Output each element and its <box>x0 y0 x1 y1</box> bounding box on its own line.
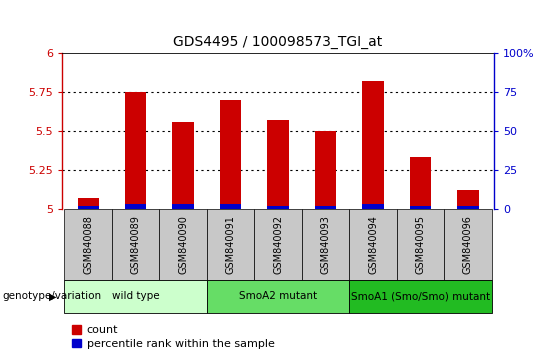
Bar <box>349 209 397 280</box>
Title: GDS4495 / 100098573_TGI_at: GDS4495 / 100098573_TGI_at <box>173 35 383 49</box>
Bar <box>207 280 349 313</box>
Text: SmoA1 (Smo/Smo) mutant: SmoA1 (Smo/Smo) mutant <box>351 291 490 302</box>
Text: GSM840092: GSM840092 <box>273 215 283 274</box>
Bar <box>457 206 478 209</box>
Bar <box>349 280 492 313</box>
Legend: count, percentile rank within the sample: count, percentile rank within the sample <box>68 321 279 353</box>
Bar <box>172 122 194 209</box>
Text: ▶: ▶ <box>49 291 56 302</box>
Text: wild type: wild type <box>112 291 159 302</box>
Bar <box>64 209 112 280</box>
Bar <box>207 209 254 280</box>
Bar <box>457 190 478 209</box>
Text: GSM840094: GSM840094 <box>368 215 378 274</box>
Text: GSM840088: GSM840088 <box>83 215 93 274</box>
Bar <box>220 204 241 209</box>
Text: GSM840089: GSM840089 <box>131 215 141 274</box>
Bar <box>172 204 194 209</box>
Bar <box>78 198 99 209</box>
Text: GSM840095: GSM840095 <box>415 215 426 274</box>
Bar <box>125 204 146 209</box>
Bar <box>159 209 207 280</box>
Bar <box>220 100 241 209</box>
Bar <box>112 209 159 280</box>
Bar <box>315 206 336 209</box>
Bar <box>362 81 384 209</box>
Bar <box>254 209 302 280</box>
Bar <box>302 209 349 280</box>
Bar <box>267 206 289 209</box>
Bar <box>78 206 99 209</box>
Bar <box>410 158 431 209</box>
Bar <box>397 209 444 280</box>
Bar <box>125 92 146 209</box>
Text: GSM840093: GSM840093 <box>321 215 330 274</box>
Text: genotype/variation: genotype/variation <box>3 291 102 302</box>
Bar <box>315 131 336 209</box>
Text: GSM840091: GSM840091 <box>226 215 235 274</box>
Bar <box>410 206 431 209</box>
Bar <box>444 209 492 280</box>
Bar <box>362 204 384 209</box>
Bar <box>64 280 207 313</box>
Text: GSM840096: GSM840096 <box>463 215 473 274</box>
Bar <box>267 120 289 209</box>
Text: GSM840090: GSM840090 <box>178 215 188 274</box>
Text: SmoA2 mutant: SmoA2 mutant <box>239 291 317 302</box>
